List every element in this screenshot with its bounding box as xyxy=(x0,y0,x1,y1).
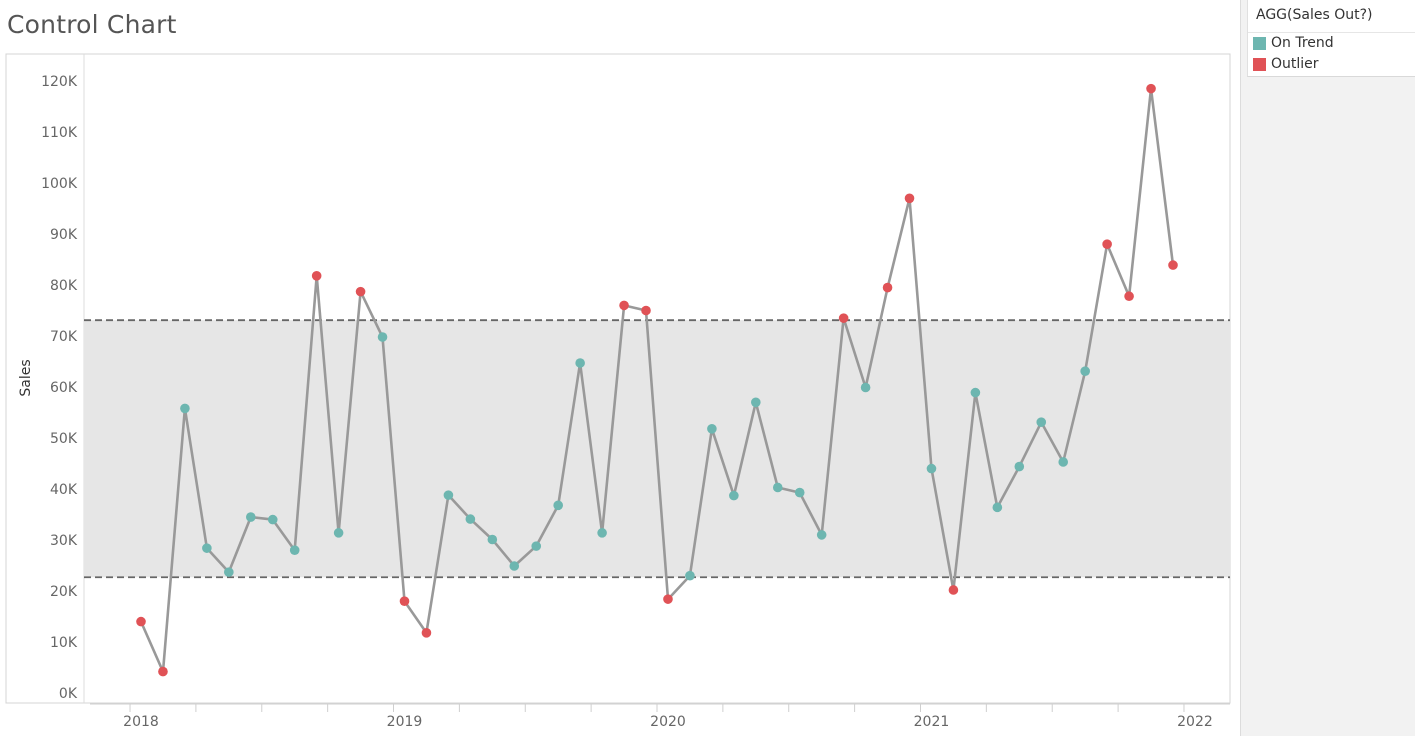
data-point-2021-03[interactable] xyxy=(970,387,981,398)
legend: AGG(Sales Out?) On Trend Outlier xyxy=(1247,0,1415,77)
data-point-2019-10[interactable] xyxy=(597,528,607,538)
data-point-2021-12[interactable] xyxy=(1168,260,1178,270)
data-point-2019-04[interactable] xyxy=(465,514,476,524)
y-tick-label: 100K xyxy=(41,176,78,192)
x-tick-label: 2020 xyxy=(650,714,686,730)
legend-item-on-trend[interactable]: On Trend xyxy=(1253,34,1334,52)
legend-swatch-on-trend xyxy=(1253,36,1266,50)
data-point-2021-04[interactable] xyxy=(992,502,1003,513)
y-tick-label: 30K xyxy=(50,533,78,549)
data-point-2021-05[interactable] xyxy=(1014,461,1025,472)
y-tick-label: 20K xyxy=(50,584,78,600)
data-point-2020-10[interactable] xyxy=(860,382,871,393)
data-point-2018-07[interactable] xyxy=(267,514,278,525)
y-tick-label: 80K xyxy=(50,278,78,294)
data-point-2018-02[interactable] xyxy=(158,666,168,677)
data-point-2020-02[interactable] xyxy=(685,570,695,581)
sales-line xyxy=(139,87,1175,673)
data-point-2018-05[interactable] xyxy=(224,567,234,577)
y-tick-label: 40K xyxy=(50,482,78,498)
x-tick-label: 2019 xyxy=(387,714,423,730)
data-point-2019-09[interactable] xyxy=(575,358,585,368)
y-tick-label: 10K xyxy=(50,635,78,651)
data-point-2020-04[interactable] xyxy=(729,490,739,501)
data-point-2021-08[interactable] xyxy=(1080,366,1090,376)
data-point-2018-01[interactable] xyxy=(136,616,146,627)
data-point-2021-11[interactable] xyxy=(1146,83,1156,94)
data-point-2021-02[interactable] xyxy=(948,585,959,595)
legend-swatch-outlier xyxy=(1253,57,1266,71)
y-tick-label: 110K xyxy=(41,125,78,141)
data-point-2019-12[interactable] xyxy=(641,305,651,316)
data-point-2021-07[interactable] xyxy=(1058,457,1069,467)
data-point-2019-02[interactable] xyxy=(421,628,432,638)
data-point-2018-04[interactable] xyxy=(202,543,212,553)
data-point-2019-07[interactable] xyxy=(531,541,542,551)
data-point-2020-05[interactable] xyxy=(751,397,761,408)
data-point-2021-09[interactable] xyxy=(1102,239,1112,249)
legend-label-on-trend: On Trend xyxy=(1271,35,1334,51)
data-point-2019-03[interactable] xyxy=(443,490,454,500)
legend-title: AGG(Sales Out?) xyxy=(1256,7,1373,23)
legend-item-outlier[interactable]: Outlier xyxy=(1253,55,1319,73)
data-point-2018-10[interactable] xyxy=(333,528,344,538)
x-tick-label: 2022 xyxy=(1177,714,1213,730)
data-point-2021-10[interactable] xyxy=(1124,291,1134,302)
y-tick-label: 90K xyxy=(50,227,78,243)
data-point-2020-08[interactable] xyxy=(816,530,827,540)
data-point-2019-05[interactable] xyxy=(487,534,498,545)
control-chart: 0K 10K 20K 30K 40K 50K 60K 70K 80K 90K 100K 110K 120… xyxy=(5,53,1231,730)
data-point-2018-03[interactable] xyxy=(180,403,190,414)
side-panel xyxy=(1240,0,1415,736)
data-point-2020-01[interactable] xyxy=(663,594,673,604)
data-point-2019-08[interactable] xyxy=(553,500,563,511)
y-tick-label: 60K xyxy=(50,380,78,396)
x-tick-label: 2018 xyxy=(123,714,159,730)
data-point-2019-11[interactable] xyxy=(619,300,629,311)
data-point-2020-12[interactable] xyxy=(904,193,915,204)
chart-title: Control Chart xyxy=(7,10,177,39)
y-tick-label: 0K xyxy=(59,686,78,702)
data-point-2019-01[interactable] xyxy=(399,596,410,606)
data-point-2020-07[interactable] xyxy=(794,487,805,498)
data-point-2019-06[interactable] xyxy=(509,561,520,571)
legend-divider xyxy=(1248,32,1415,33)
data-point-2018-06[interactable] xyxy=(245,512,256,522)
data-point-2018-08[interactable] xyxy=(289,545,300,555)
y-tick-label: 120K xyxy=(41,74,78,90)
data-point-2020-06[interactable] xyxy=(772,482,783,493)
data-point-2018-09[interactable] xyxy=(311,271,322,281)
y-tick-label: 70K xyxy=(50,329,78,345)
data-point-2018-11[interactable] xyxy=(355,286,366,297)
y-tick-label: 50K xyxy=(50,431,78,447)
data-point-2018-12[interactable] xyxy=(377,332,388,342)
data-point-2020-09[interactable] xyxy=(838,313,849,323)
data-point-2021-06[interactable] xyxy=(1036,417,1047,427)
y-axis-title: Sales xyxy=(18,359,34,396)
data-point-2020-03[interactable] xyxy=(707,424,717,434)
data-point-2020-11[interactable] xyxy=(882,282,893,293)
legend-label-outlier: Outlier xyxy=(1271,56,1319,72)
data-point-2021-01[interactable] xyxy=(926,463,937,474)
x-tick-label: 2021 xyxy=(914,714,950,730)
